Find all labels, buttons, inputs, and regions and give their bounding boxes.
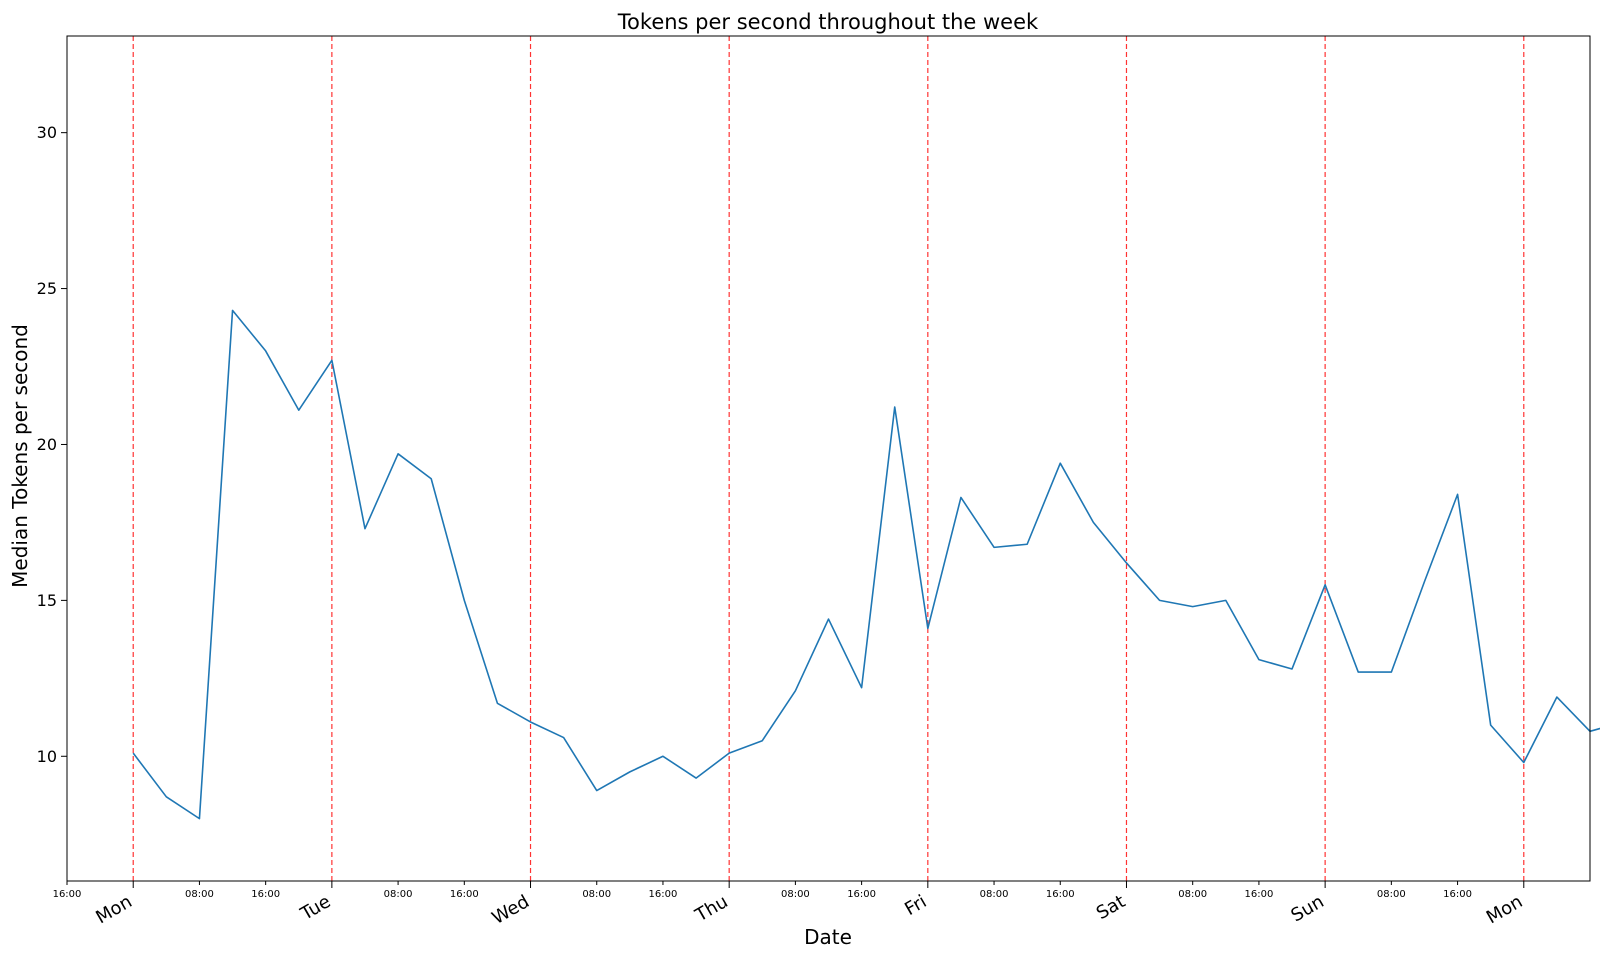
x-minor-tick-label: 16:00 — [1244, 889, 1273, 900]
x-minor-tick-label: 08:00 — [1178, 889, 1207, 900]
x-day-label: Mon — [1483, 891, 1526, 928]
day-separators — [132, 36, 1525, 881]
y-axis-label: Median Tokens per second — [8, 324, 32, 588]
y-tick-label: 25 — [37, 279, 57, 298]
x-day-label: Wed — [489, 891, 533, 929]
x-day-label: Fri — [901, 891, 930, 920]
plot-frame — [66, 35, 1591, 882]
x-axis-label: Date — [804, 925, 852, 949]
x-minor-tick-label: 16:00 — [53, 889, 82, 900]
y-tick-label: 10 — [37, 747, 57, 766]
x-day-label: Tue — [296, 891, 334, 925]
x-minor-tick-label: 08:00 — [185, 889, 214, 900]
x-minor-tick-label: 16:00 — [251, 889, 280, 900]
x-minor-tick-label: 08:00 — [582, 889, 611, 900]
y-tick-label: 20 — [37, 435, 57, 454]
x-axis: 16:00 08:00 16:00 08:00 16:00 08:00 16:00 08:00… — [53, 881, 1526, 929]
x-day-label: Sat — [1093, 891, 1129, 924]
x-day-label: Thu — [691, 891, 732, 927]
y-axis: 10 15 20 25 30 — [37, 123, 67, 766]
plot-area — [66, 35, 1600, 882]
chart-title: Tokens per second throughout the week — [617, 10, 1039, 34]
x-day-label: Sun — [1287, 891, 1327, 926]
x-minor-tick-label: 16:00 — [847, 889, 876, 900]
x-minor-tick-label: 16:00 — [649, 889, 678, 900]
series-line — [132, 309, 1600, 820]
x-minor-tick-label: 16:00 — [1046, 889, 1075, 900]
x-minor-tick-label: 08:00 — [384, 889, 413, 900]
x-minor-tick-label: 16:00 — [450, 889, 479, 900]
x-minor-tick-label: 08:00 — [1377, 889, 1406, 900]
x-minor-tick-label: 08:00 — [781, 889, 810, 900]
x-day-label: Mon — [92, 891, 135, 928]
x-minor-tick-label: 16:00 — [1443, 889, 1472, 900]
x-minor-tick-label: 08:00 — [980, 889, 1009, 900]
y-tick-label: 15 — [37, 591, 57, 610]
y-tick-label: 30 — [37, 123, 57, 142]
